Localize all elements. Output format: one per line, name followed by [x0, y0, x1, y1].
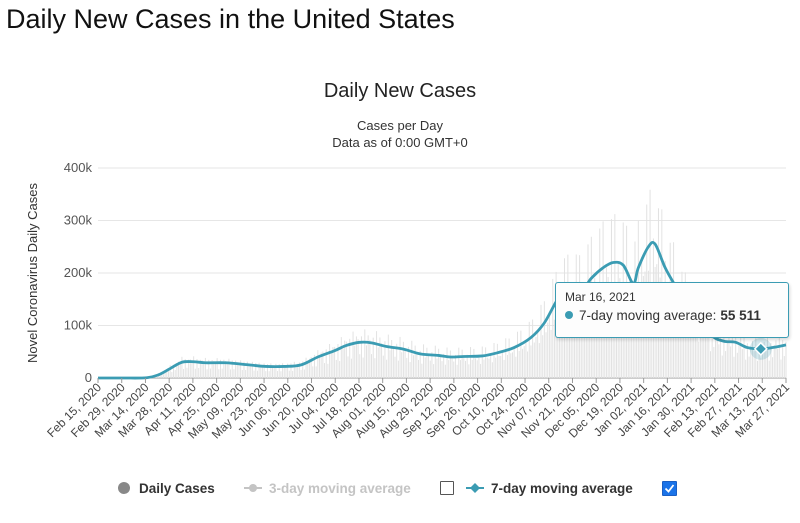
y-tick-label: 100k [64, 318, 93, 333]
tooltip-value: 55 511 [720, 308, 761, 323]
y-tick-label: 400k [64, 160, 93, 175]
legend-daily-label: Daily Cases [139, 480, 215, 496]
y-tick-label: 200k [64, 265, 93, 280]
tooltip-series-label: 7-day moving average: [579, 308, 717, 323]
y-axis-label: Novel Coronavirus Daily Cases [25, 183, 40, 363]
legend-7day-average[interactable]: 7-day moving average [440, 478, 633, 498]
chart-subtitle: Cases per Day [357, 118, 443, 133]
legend-3day-label: 3-day moving average [269, 480, 411, 496]
hover-marker [753, 341, 768, 356]
y-tick-label: 300k [64, 213, 93, 228]
legend-3day-average[interactable]: 3-day moving average [244, 478, 411, 498]
three-day-checkbox[interactable] [440, 481, 454, 495]
tooltip-row: 7-day moving average: 55 511 [565, 308, 761, 323]
series-dot-icon [565, 311, 573, 319]
chart-title: Daily New Cases [323, 80, 477, 102]
chart-data-date: Data as of 0:00 GMT+0 [332, 135, 468, 150]
line-marker-icon [466, 483, 484, 493]
y-tick-label: 0 [85, 370, 92, 385]
chart-tooltip: Mar 16, 2021 7-day moving average: 55 511 [555, 282, 789, 338]
legend-daily-cases[interactable]: Daily Cases [118, 478, 215, 498]
legend-7day-label: 7-day moving average [491, 480, 633, 496]
page-heading: Daily New Cases in the United States [6, 4, 455, 34]
line-marker-icon [244, 484, 262, 492]
tooltip-date: Mar 16, 2021 [565, 290, 636, 304]
checkmark-icon [664, 484, 675, 493]
daily-cases-dot-icon [118, 482, 130, 494]
seven-day-checkbox[interactable] [662, 481, 677, 496]
